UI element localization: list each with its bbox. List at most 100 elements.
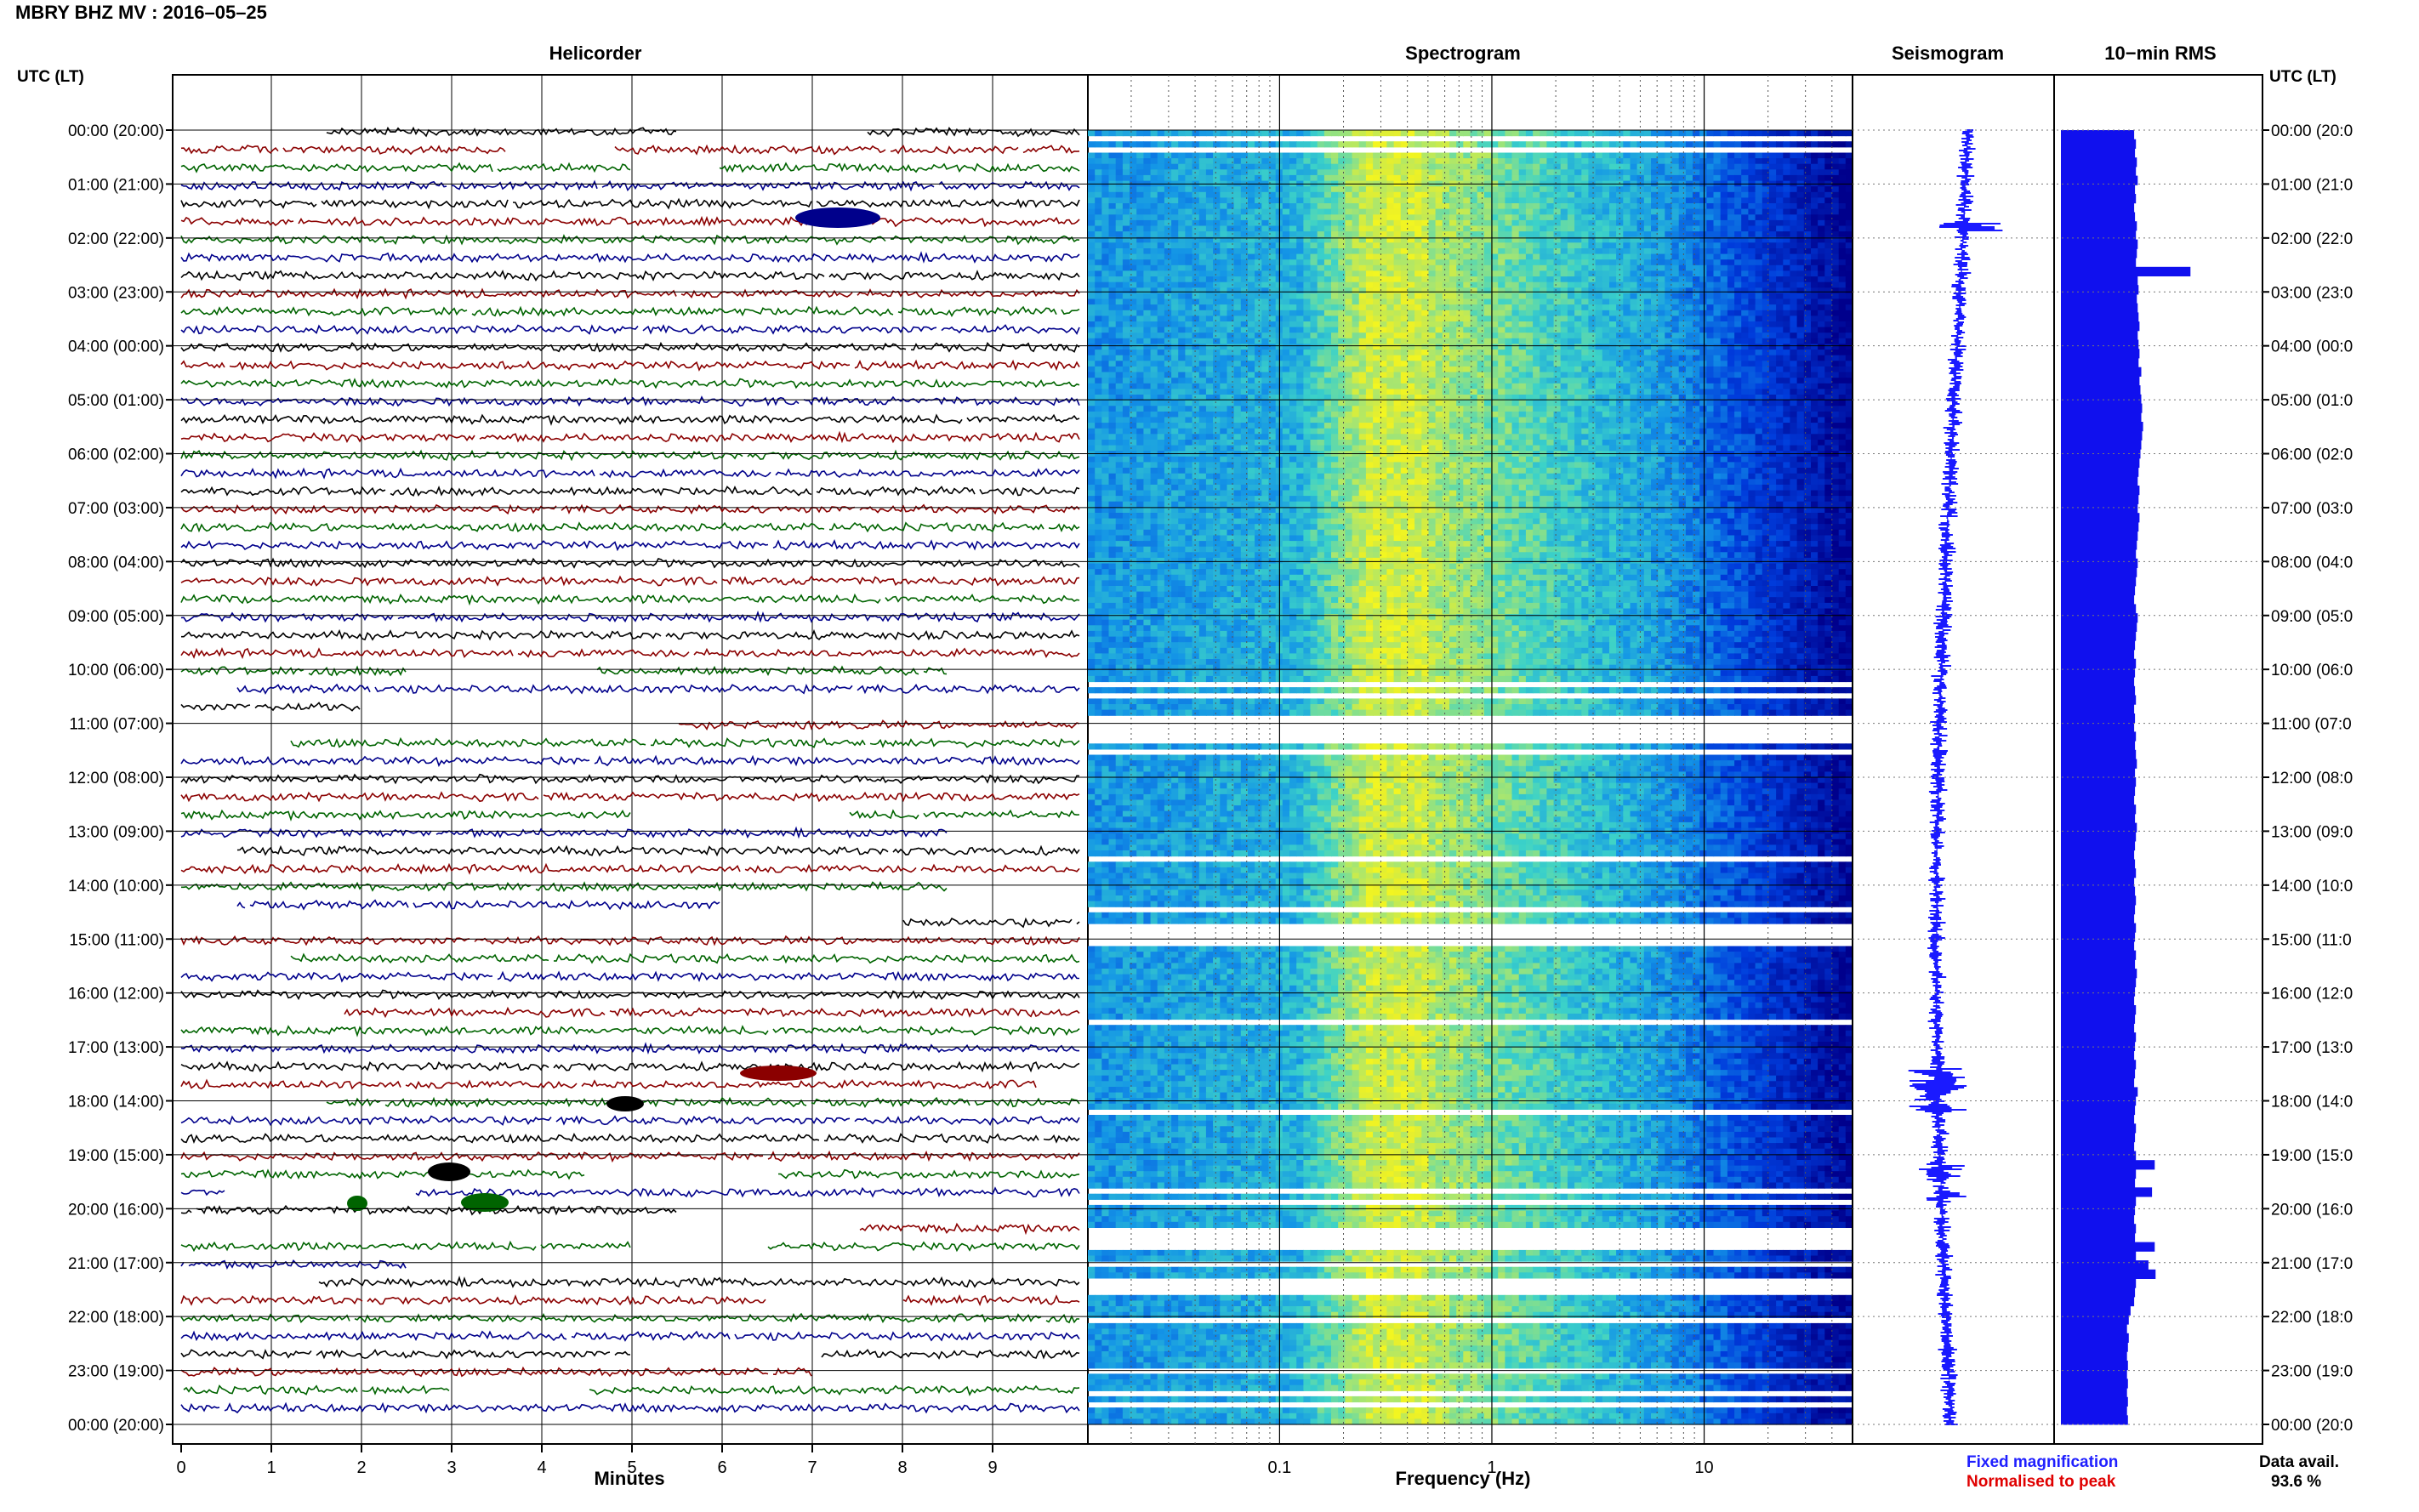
spectrogram-cell	[1178, 174, 1186, 182]
spectrogram-cell	[1233, 130, 1242, 137]
spectrogram-cell	[1317, 197, 1325, 204]
spectrogram-cell	[1095, 253, 1102, 260]
spectrogram-cell	[1498, 281, 1505, 288]
spectrogram-cell	[1331, 208, 1339, 215]
spectrogram-cell	[1602, 310, 1610, 316]
spectrogram-cell	[1407, 281, 1415, 288]
spectrogram-cell	[1150, 231, 1158, 238]
spectrogram-cell	[1289, 327, 1297, 333]
spectrogram-cell	[1323, 141, 1332, 148]
spectrogram-cell	[1818, 253, 1825, 260]
spectrogram-cell	[1317, 372, 1325, 378]
spectrogram-cell	[1192, 327, 1200, 333]
spectrogram-cell	[1581, 344, 1590, 350]
spectrogram-cell	[1150, 338, 1158, 344]
spectrogram-cell	[1727, 333, 1735, 339]
spectrogram-cell	[1240, 355, 1249, 361]
spectrogram-cell	[1088, 242, 1096, 249]
spectrogram-cell	[1748, 231, 1756, 238]
spectrogram-cell	[1470, 259, 1478, 266]
spectrogram-cell	[1449, 378, 1457, 384]
spectrogram-cell	[1101, 350, 1110, 356]
spectrogram-cell	[1456, 361, 1464, 367]
spectrogram-cell	[1553, 270, 1562, 277]
spectrogram-cell	[1101, 287, 1110, 294]
spectrogram-cell	[1248, 389, 1255, 395]
spectrogram-cell	[1818, 315, 1825, 322]
spectrogram-cell	[1713, 231, 1722, 238]
spectrogram-cell	[1636, 366, 1645, 373]
spectrogram-cell	[1365, 344, 1374, 350]
spectrogram-cell	[1380, 158, 1388, 165]
spectrogram-cell	[1386, 281, 1395, 288]
spectrogram-cell	[1435, 248, 1443, 255]
spectrogram-cell	[1268, 158, 1277, 165]
spectrogram-cell	[1609, 191, 1617, 198]
spectrogram-cell	[1171, 214, 1179, 221]
spectrogram-cell	[1407, 163, 1415, 170]
spectrogram-cell	[1352, 208, 1360, 215]
spectrogram-cell	[1192, 304, 1200, 311]
spectrogram-cell	[1511, 248, 1520, 255]
spectrogram-cell	[1713, 174, 1722, 182]
spectrogram-cell	[1581, 355, 1590, 361]
spectrogram-cell	[1511, 287, 1520, 294]
spectrogram-cell	[1790, 242, 1798, 249]
spectrogram-cell	[1498, 253, 1505, 260]
spectrogram-cell	[1130, 389, 1137, 395]
spectrogram-cell	[1261, 197, 1270, 204]
spectrogram-cell	[1678, 338, 1687, 344]
spectrogram-cell	[1101, 389, 1110, 395]
spectrogram-cell	[1164, 361, 1172, 367]
spectrogram-cell	[1227, 242, 1235, 249]
spectrogram-cell	[1122, 366, 1130, 373]
spectrogram-cell	[1553, 361, 1562, 367]
spectrogram-cell	[1428, 298, 1437, 305]
spectrogram-cell	[1533, 242, 1540, 249]
spectrogram-cell	[1818, 304, 1825, 311]
spectrogram-cell	[1435, 186, 1443, 193]
spectrogram-cell	[1386, 355, 1395, 361]
spectrogram-cell	[1095, 197, 1102, 204]
spectrogram-cell	[1157, 242, 1165, 249]
spectrogram-cell	[1776, 366, 1784, 373]
spectrogram-cell	[1818, 350, 1825, 356]
spectrogram-cell	[1470, 242, 1478, 249]
spectrogram-cell	[1498, 191, 1505, 198]
spectrogram-cell	[1525, 253, 1534, 260]
spectrogram-cell	[1665, 338, 1673, 344]
spectrogram-cell	[1198, 214, 1207, 221]
spectrogram-cell	[1525, 191, 1534, 198]
spectrogram-cell	[1393, 350, 1402, 356]
spectrogram-cell	[1289, 163, 1297, 170]
spectrogram-cell	[1699, 219, 1707, 227]
spectrogram-cell	[1713, 293, 1722, 300]
spectrogram-cell	[1380, 350, 1388, 356]
spectrogram-cell	[1477, 310, 1485, 316]
spectrogram-cell	[1365, 366, 1374, 373]
spectrogram-cell	[1477, 163, 1485, 170]
spectrogram-cell	[1665, 372, 1673, 378]
spectrogram-cell	[1205, 276, 1214, 283]
spectrogram-cell	[1768, 225, 1777, 232]
spectrogram-cell	[1824, 287, 1833, 294]
spectrogram-cell	[1818, 378, 1825, 384]
spectrogram-cell	[1783, 383, 1791, 389]
spectrogram-cell	[1783, 310, 1791, 316]
spectrogram-cell	[1665, 141, 1673, 148]
helicorder-trace	[180, 1330, 1080, 1342]
spectrogram-cell	[1428, 378, 1437, 384]
spectrogram-cell	[1483, 191, 1492, 198]
helicorder-event	[740, 1066, 817, 1081]
spectrogram-cell	[1824, 321, 1833, 328]
spectrogram-cell	[1220, 158, 1228, 165]
spectrogram-cell	[1498, 163, 1505, 170]
spectrogram-cell	[1289, 174, 1297, 182]
spectrogram-cell	[1755, 293, 1763, 300]
spectrogram-cell	[1518, 203, 1527, 210]
spectrogram-cell	[1185, 355, 1193, 361]
spectrogram-cell	[1609, 186, 1617, 193]
spectrogram-cell	[1685, 304, 1693, 311]
spectrogram-cell	[1456, 225, 1464, 232]
